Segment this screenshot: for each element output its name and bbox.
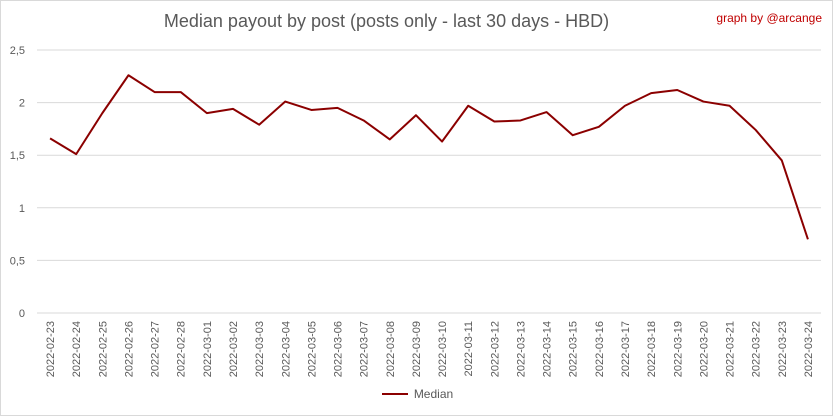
x-tick-label: 2022-03-03 [254, 321, 266, 377]
x-tick-label: 2022-03-12 [489, 321, 501, 377]
x-tick-label: 2022-03-22 [751, 321, 763, 377]
credit-label: graph by @arcange [716, 11, 822, 25]
y-tick-label: 1 [19, 203, 25, 215]
x-tick-label: 2022-03-11 [463, 321, 475, 376]
legend: Median [1, 387, 832, 401]
y-tick-label: 0,5 [10, 255, 25, 267]
series-layer [49, 74, 809, 240]
x-tick-label: 2022-03-04 [280, 321, 292, 377]
y-tick-label: 0 [19, 308, 25, 320]
x-tick-label: 2022-03-09 [411, 321, 423, 377]
x-tick-label: 2022-03-07 [359, 321, 371, 377]
x-tick-label: 2022-02-27 [150, 321, 162, 377]
x-tick-label: 2022-03-13 [515, 321, 527, 377]
x-tick-label: 2022-03-08 [385, 321, 397, 377]
x-tick-label: 2022-03-23 [777, 321, 789, 377]
x-tick-label: 2022-03-10 [437, 321, 449, 377]
gridlines [37, 49, 821, 314]
x-tick-label: 2022-03-15 [568, 321, 580, 377]
y-tick-label: 2 [19, 98, 25, 110]
x-tick-label: 2022-02-25 [97, 321, 109, 377]
x-tick-label: 2022-03-02 [228, 321, 240, 377]
y-tick-label: 1,5 [10, 150, 25, 162]
series-line-median [49, 74, 809, 240]
legend-label-median: Median [413, 387, 454, 401]
x-tick-label: 2022-03-24 [803, 321, 815, 377]
x-tick-label: 2022-03-18 [646, 321, 658, 377]
x-tick-label: 2022-03-19 [672, 321, 684, 377]
x-tick-label: 2022-02-28 [176, 321, 188, 377]
x-tick-label: 2022-03-05 [306, 321, 318, 377]
x-tick-label: 2022-03-14 [542, 321, 554, 377]
x-tick-label: 2022-03-06 [333, 321, 345, 377]
x-tick-label: 2022-03-16 [594, 321, 606, 377]
chart-title: Median payout by post (posts only - last… [163, 11, 610, 31]
legend-swatch-median [381, 393, 408, 395]
x-axis-ticks: 2022-02-23 2022-02-24 2022-02-25 2022-02-26… [45, 321, 815, 377]
x-tick-label: 2022-02-26 [123, 321, 135, 377]
x-tick-label: 2022-02-24 [71, 321, 83, 377]
x-tick-label: 2022-03-17 [620, 321, 632, 377]
y-tick-label: 2,5 [10, 45, 25, 57]
x-tick-label: 2022-03-21 [725, 321, 737, 377]
x-tick-label: 2022-03-20 [698, 321, 710, 377]
x-tick-label: 2022-02-23 [45, 321, 57, 377]
y-axis-ticks: 0 0,5 1 1,5 2 2,5 [10, 45, 25, 320]
x-tick-label: 2022-03-01 [202, 321, 214, 377]
